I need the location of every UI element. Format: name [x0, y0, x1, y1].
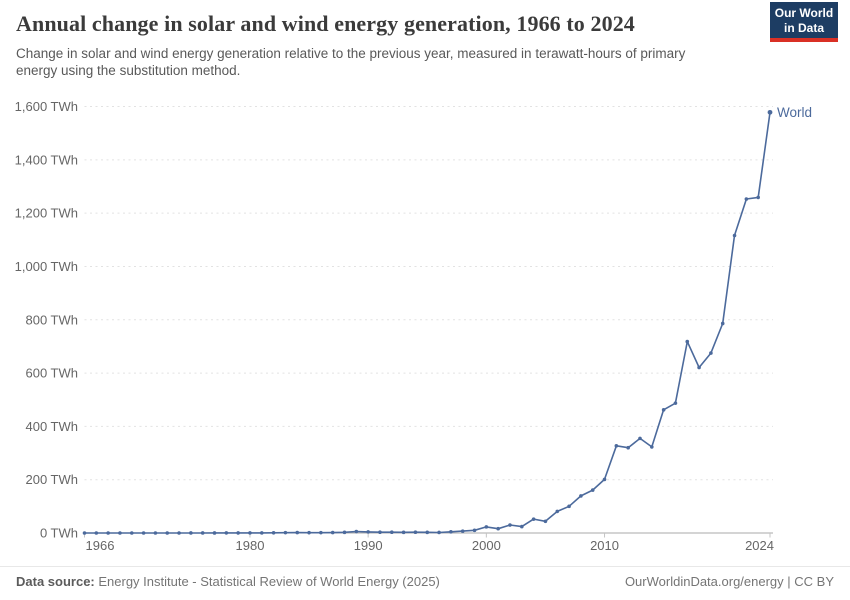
world-series-point[interactable] [141, 531, 146, 535]
world-series-point[interactable] [626, 445, 630, 450]
world-series-point[interactable] [720, 321, 725, 326]
world-series-point[interactable] [366, 530, 370, 534]
y-axis-tick-label: 0 TWh [40, 526, 78, 541]
world-series-point[interactable] [638, 436, 642, 441]
world-series-point[interactable] [307, 530, 311, 535]
world-series-point[interactable] [200, 531, 205, 535]
world-series-point[interactable] [224, 531, 229, 535]
world-series-point[interactable] [283, 530, 288, 535]
credit-link[interactable]: OurWorldinData.org/energy | CC BY [624, 574, 834, 589]
chart-header: Annual change in solar and wind energy g… [16, 10, 834, 79]
page-title: Annual change in solar and wind energy g… [16, 11, 635, 36]
x-axis-tick-label: 2024 [745, 538, 774, 553]
y-axis-tick-label: 1,400 TWh [15, 152, 78, 167]
world-series-point[interactable] [295, 530, 300, 535]
owid-logo-box: Our World in Data [770, 2, 838, 38]
data-source-note: Data source: Energy Institute - Statisti… [16, 574, 440, 589]
world-series-point[interactable] [756, 195, 760, 200]
data-source-value: Energy Institute - Statistical Review of… [94, 574, 440, 589]
world-series-endpoint[interactable] [767, 109, 773, 115]
world-series-point[interactable] [437, 530, 441, 535]
world-series-point[interactable] [590, 488, 595, 492]
world-series-point[interactable] [567, 504, 571, 509]
world-series-point[interactable] [425, 530, 430, 535]
series-label-world: World [777, 105, 812, 120]
world-series-point[interactable] [189, 531, 193, 535]
x-axis-tick-label: 1980 [236, 538, 265, 553]
world-series-point[interactable] [460, 529, 465, 533]
world-series-point[interactable] [531, 517, 536, 521]
world-series-point[interactable] [153, 531, 158, 535]
world-series-point[interactable] [82, 531, 87, 535]
world-series-point[interactable] [354, 529, 359, 534]
world-series-point[interactable] [342, 530, 347, 535]
world-series-point[interactable] [378, 530, 382, 535]
world-series-point[interactable] [94, 531, 99, 535]
world-series-point[interactable] [555, 509, 560, 514]
world-series-point[interactable] [484, 525, 489, 529]
world-series-point[interactable] [520, 524, 524, 529]
world-series-point[interactable] [118, 531, 122, 535]
world-series-point[interactable] [177, 531, 181, 535]
world-series-point[interactable] [650, 445, 654, 449]
y-axis-tick-label: 1,600 TWh [15, 99, 78, 114]
world-series-point[interactable] [165, 531, 170, 535]
world-series-point[interactable] [614, 444, 619, 448]
world-series-point[interactable] [212, 531, 217, 535]
world-series-point[interactable] [579, 494, 583, 498]
world-series-point[interactable] [732, 233, 737, 238]
y-axis-tick-label: 800 TWh [25, 312, 78, 327]
world-series-point[interactable] [673, 401, 678, 405]
world-series-point[interactable] [697, 365, 701, 370]
owid-logo[interactable]: Our World in Data [770, 2, 838, 42]
world-series-point[interactable] [602, 477, 607, 482]
owid-logo-line2: in Data [783, 20, 824, 35]
y-axis-tick-label: 200 TWh [25, 472, 78, 487]
chart-footer: Data source: Energy Institute - Statisti… [16, 574, 834, 589]
world-series-point[interactable] [709, 351, 713, 355]
y-axis-tick-label: 1,200 TWh [15, 206, 78, 221]
world-series-point[interactable] [319, 530, 323, 535]
world-series-line[interactable] [84, 112, 771, 534]
world-series-point[interactable] [129, 531, 134, 535]
world-series-point[interactable] [744, 197, 749, 201]
world-series-point[interactable] [389, 530, 394, 535]
chart-subtitle: Change in solar and wind energy generati… [16, 46, 686, 78]
world-series-point[interactable] [330, 530, 335, 535]
data-source-label: Data source: [16, 574, 95, 589]
world-series-point[interactable] [496, 526, 500, 531]
x-axis-tick-label: 2000 [472, 538, 501, 553]
footer-divider [0, 566, 850, 567]
world-series-point[interactable] [449, 530, 453, 534]
world-series-point[interactable] [661, 408, 666, 412]
owid-logo-line1: Our World [774, 6, 834, 20]
y-axis-tick-label: 400 TWh [25, 419, 78, 434]
world-series-point[interactable] [413, 530, 418, 535]
world-series-point[interactable] [248, 531, 252, 535]
world-series-point[interactable] [236, 531, 240, 535]
y-axis-tick-label: 600 TWh [25, 366, 78, 381]
x-axis-tick-label: 1990 [354, 538, 383, 553]
world-series-point[interactable] [271, 530, 276, 535]
world-series-point[interactable] [685, 339, 690, 344]
world-series-point[interactable] [472, 528, 477, 533]
x-axis-tick-label: 1966 [86, 538, 115, 553]
world-series-point[interactable] [106, 531, 110, 535]
x-axis-tick-label: 2010 [590, 538, 619, 553]
world-series-point[interactable] [401, 530, 406, 535]
world-series-point[interactable] [543, 519, 548, 524]
y-axis-tick-label: 1,000 TWh [15, 259, 78, 274]
owid-logo-accent-bar [770, 38, 838, 42]
world-series-point[interactable] [259, 531, 264, 535]
world-series-point[interactable] [508, 523, 512, 527]
